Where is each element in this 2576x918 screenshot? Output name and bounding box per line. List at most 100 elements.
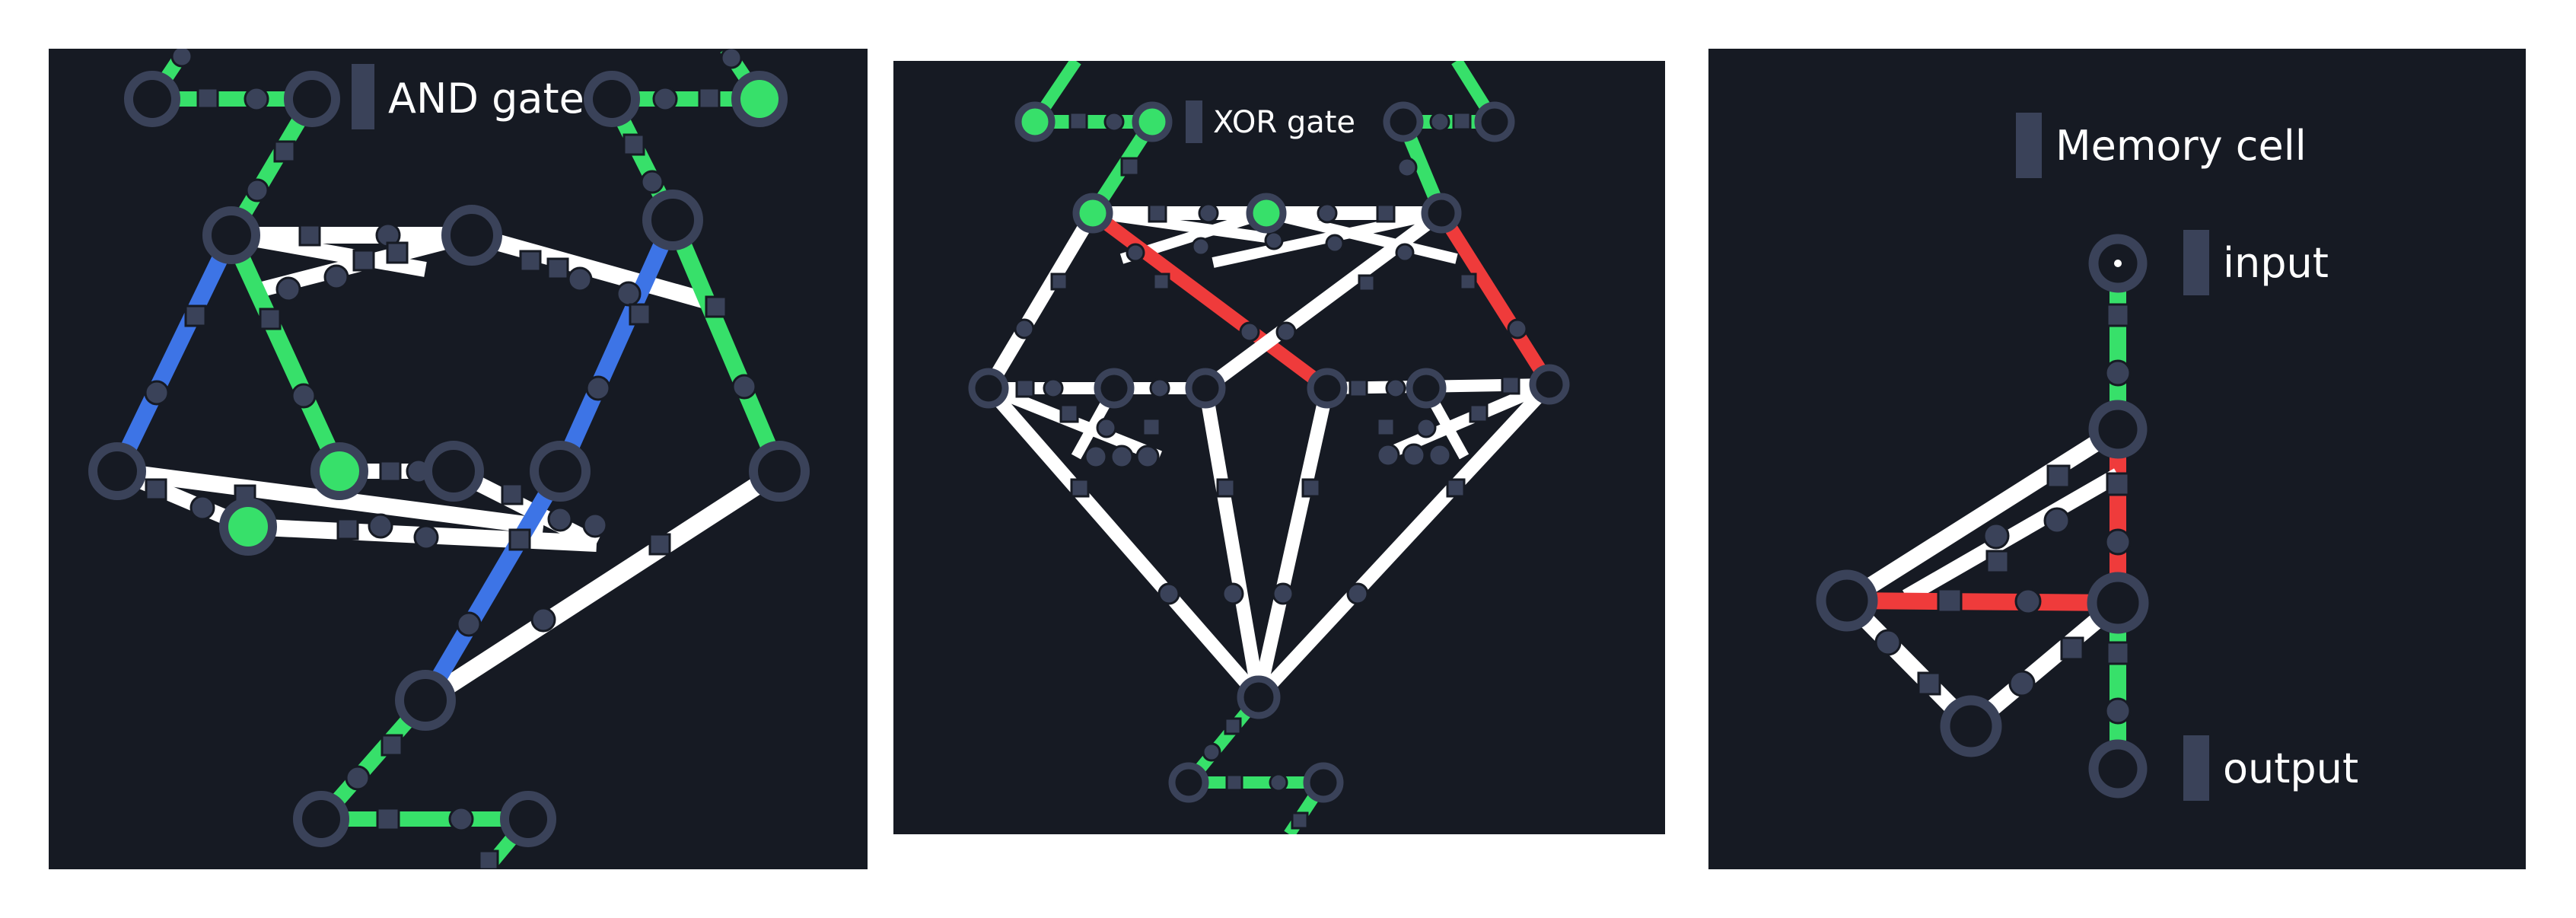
node bbox=[1185, 368, 1226, 409]
wire bbox=[983, 384, 1264, 702]
wire bbox=[1199, 387, 1266, 699]
and-gate-title: AND gate bbox=[388, 75, 584, 123]
square-marker bbox=[376, 807, 400, 831]
memory-wires bbox=[1841, 263, 2126, 769]
triangle-marker bbox=[1325, 234, 1345, 253]
output-label: output bbox=[2223, 744, 2358, 792]
wire bbox=[1265, 208, 1458, 264]
and-gate-diagram: AND gate bbox=[88, 49, 810, 869]
active-node bbox=[219, 498, 277, 556]
wire bbox=[1842, 422, 2122, 608]
square-marker bbox=[298, 224, 321, 247]
memory-markers bbox=[1874, 303, 2132, 725]
node bbox=[968, 368, 1009, 409]
triangle-marker bbox=[720, 49, 743, 69]
and-gate-panel: AND gate bbox=[49, 49, 868, 869]
square-marker bbox=[478, 849, 499, 869]
node bbox=[202, 206, 260, 264]
square-marker bbox=[546, 257, 569, 280]
wire bbox=[1252, 387, 1334, 699]
triangle-marker bbox=[1428, 443, 1452, 467]
active-node bbox=[1072, 193, 1113, 234]
triangle-marker bbox=[652, 86, 678, 112]
square-marker bbox=[1070, 478, 1090, 498]
triangle-marker bbox=[2104, 528, 2132, 556]
xor-gate-diagram: XOR gate bbox=[968, 61, 1570, 834]
square-marker bbox=[379, 460, 402, 483]
active-node bbox=[1014, 101, 1056, 142]
square-marker bbox=[1291, 811, 1309, 830]
triangle-marker bbox=[1982, 522, 2010, 550]
triangle-marker bbox=[456, 611, 482, 637]
triangle-marker bbox=[585, 375, 611, 401]
square-marker bbox=[705, 295, 728, 318]
triangle-marker bbox=[368, 513, 393, 539]
square-marker bbox=[1120, 157, 1140, 177]
memory-cell-title: Memory cell bbox=[2055, 122, 2307, 170]
square-marker bbox=[145, 478, 167, 501]
triangle-marker bbox=[1198, 202, 1219, 224]
wire bbox=[1377, 378, 1552, 463]
and-markers bbox=[144, 49, 757, 869]
square-marker bbox=[273, 140, 296, 163]
square-marker bbox=[1469, 403, 1489, 423]
square-marker bbox=[1459, 273, 1477, 291]
triangle-marker bbox=[1135, 445, 1160, 469]
wire bbox=[1846, 592, 2119, 611]
square-marker bbox=[1068, 111, 1088, 131]
wire bbox=[982, 209, 1099, 392]
triangle-marker bbox=[1415, 417, 1437, 438]
memory-cell-panel: Memory cell input output bbox=[1708, 49, 2526, 869]
wire bbox=[552, 216, 681, 475]
triangle-marker bbox=[323, 264, 349, 290]
square-marker bbox=[501, 483, 524, 505]
node bbox=[1816, 569, 1878, 632]
triangle-marker bbox=[1264, 231, 1284, 250]
title-tag bbox=[1186, 100, 1202, 143]
triangle-marker bbox=[1395, 243, 1415, 263]
triangle-marker bbox=[275, 276, 301, 302]
node bbox=[441, 205, 502, 266]
triangle-marker bbox=[1014, 318, 1035, 339]
triangle-marker bbox=[1269, 773, 1288, 792]
node bbox=[1307, 368, 1348, 409]
triangle-marker bbox=[1376, 443, 1400, 467]
wire bbox=[470, 227, 705, 308]
triangle-marker bbox=[1202, 742, 1221, 762]
wire bbox=[664, 216, 788, 475]
triangle-marker bbox=[345, 765, 371, 791]
wire bbox=[1903, 468, 2122, 604]
wire bbox=[110, 231, 239, 475]
triangle-marker bbox=[1402, 443, 1426, 467]
wire bbox=[1201, 207, 1446, 394]
triangle-marker bbox=[1275, 321, 1297, 343]
node bbox=[749, 441, 810, 502]
square-marker bbox=[508, 528, 531, 551]
wire bbox=[223, 231, 348, 475]
square-marker bbox=[1985, 550, 2010, 574]
and-nodes bbox=[88, 71, 810, 847]
square-marker bbox=[519, 250, 542, 273]
square-marker bbox=[1050, 273, 1068, 291]
square-marker bbox=[336, 518, 359, 540]
xor-gate-title: XOR gate bbox=[1213, 105, 1355, 140]
memory-cell-diagram: Memory cell input output bbox=[1816, 113, 2358, 801]
triangle-marker bbox=[731, 374, 757, 400]
node bbox=[1406, 368, 1447, 409]
triangle-marker bbox=[2104, 697, 2132, 725]
node bbox=[1237, 675, 1281, 719]
square-marker bbox=[1937, 588, 1963, 614]
triangle-marker bbox=[189, 495, 215, 521]
triangle-marker bbox=[413, 524, 439, 550]
triangle-marker bbox=[530, 607, 556, 633]
wire bbox=[1435, 209, 1555, 388]
wire bbox=[1253, 379, 1555, 703]
triangle-marker bbox=[1084, 445, 1108, 469]
node bbox=[1474, 101, 1515, 142]
cursor-icon bbox=[2114, 260, 2122, 267]
node bbox=[395, 670, 456, 731]
square-marker bbox=[1152, 273, 1170, 291]
square-marker bbox=[629, 303, 651, 326]
square-marker bbox=[1376, 203, 1396, 223]
square-marker bbox=[381, 734, 403, 757]
